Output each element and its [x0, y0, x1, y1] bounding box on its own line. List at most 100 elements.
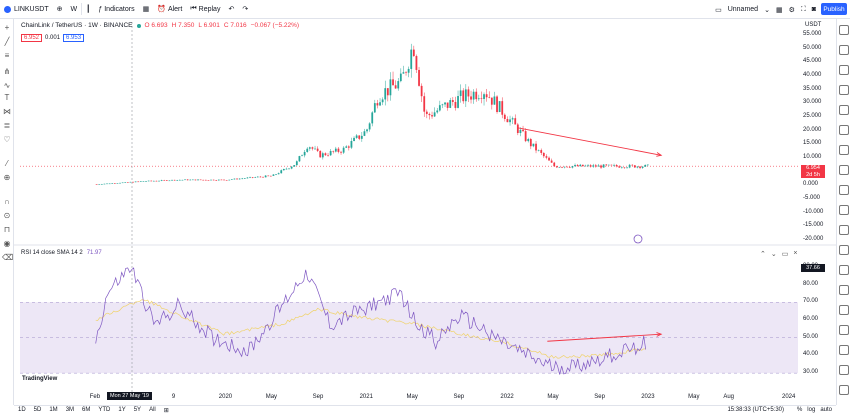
eye-icon[interactable]: ◉ [3, 239, 11, 248]
templates-button[interactable]: ▦ [139, 0, 154, 19]
candle [288, 168, 290, 170]
pane-move-down-icon[interactable]: ⌄ [770, 251, 777, 258]
range-button-6m[interactable]: 6M [82, 407, 91, 413]
percent-scale-toggle[interactable]: % [796, 407, 803, 413]
candle [145, 181, 147, 182]
range-button-1m[interactable]: 1M [49, 407, 58, 413]
interval-button[interactable]: W [67, 0, 82, 19]
pitchfork-icon[interactable]: ⋔ [3, 67, 11, 76]
undo-button[interactable]: ↶ [224, 0, 238, 19]
range-button-3m[interactable]: 3M [65, 407, 75, 413]
streams-icon[interactable] [839, 145, 849, 155]
sell-button[interactable]: 6.952 [21, 34, 43, 42]
data-window-icon[interactable] [839, 65, 849, 75]
order-panel-icon[interactable] [839, 205, 849, 215]
time-axis-label: Sep [594, 394, 605, 400]
candle [316, 148, 319, 151]
hotlists-icon[interactable] [839, 85, 849, 95]
dom-icon[interactable] [839, 225, 849, 235]
tradingview-logo[interactable]: TradingView [22, 376, 58, 382]
candle [241, 178, 244, 180]
symbol-search-button[interactable]: LINKUSDT [0, 5, 53, 13]
rsi-line [95, 267, 647, 375]
heart-icon[interactable]: ♡ [3, 135, 11, 144]
time-axis-label: Sep [453, 394, 465, 400]
trading-panel-icon[interactable] [839, 325, 849, 335]
horizontal-lines-icon[interactable]: ≡ [4, 51, 10, 60]
chat-icon[interactable] [839, 385, 849, 395]
log-scale-toggle[interactable]: log [807, 407, 816, 413]
gear-icon[interactable]: ⚙ [788, 6, 795, 14]
range-button-5y[interactable]: 5Y [133, 407, 142, 413]
magnet-icon[interactable]: ∩ [4, 197, 10, 206]
candle [527, 139, 530, 142]
fullscreen-icon[interactable]: ⛶ [800, 5, 806, 13]
range-button-5d[interactable]: 5D [33, 407, 42, 413]
stay-drawing-icon[interactable]: ⊙ [3, 211, 11, 220]
text-icon[interactable]: T [4, 93, 10, 102]
candle [581, 164, 584, 167]
screener-icon[interactable] [839, 265, 849, 275]
trash-icon[interactable]: ⌫ [2, 253, 14, 262]
currency-label[interactable]: USDT [805, 22, 822, 28]
zoom-icon[interactable]: ⊕ [3, 173, 11, 182]
candle [644, 164, 647, 167]
pine-editor-icon[interactable] [839, 285, 849, 295]
pane-maximize-icon[interactable]: ▭ [781, 251, 789, 258]
help-icon[interactable] [839, 245, 849, 255]
drawing-toolbar: + ╱ ≡ ⋔ ∿ T ⋈ ≣ ♡ ⁄ ⊕ ∩ ⊙ ⊓ ◉ ⌫ [0, 19, 14, 405]
candle [592, 165, 595, 167]
pane-close-icon[interactable]: × [793, 250, 798, 257]
path-icon[interactable]: ∿ [3, 81, 11, 90]
clock-timezone[interactable]: 15:38:33 (UTC+5:30) [727, 407, 784, 413]
publish-button[interactable]: Publish [821, 3, 847, 15]
ideas-icon[interactable] [839, 125, 849, 135]
alerts-panel-icon[interactable] [839, 45, 849, 55]
candle [243, 178, 246, 179]
trend-line-icon[interactable]: ╱ [4, 37, 10, 46]
replay-button[interactable]: ⏮ Replay [186, 0, 224, 19]
candle [280, 170, 283, 174]
redo-button[interactable]: ↷ [238, 0, 252, 19]
lock-icon[interactable]: ⊓ [3, 225, 11, 234]
grid-layout-icon[interactable]: ▦ [775, 6, 783, 14]
range-button-1d[interactable]: 1D [18, 407, 26, 413]
price-axis-label: 15.000 [803, 140, 822, 147]
candle [207, 180, 210, 181]
compare-button[interactable]: ⊕ [53, 0, 67, 19]
object-tree-icon[interactable] [839, 345, 849, 355]
layout-name[interactable]: Unnamed [727, 6, 759, 13]
candle [217, 179, 220, 181]
pattern-icon[interactable]: ⋈ [3, 107, 11, 116]
range-button-1y[interactable]: 1Y [118, 407, 126, 413]
buy-button[interactable]: 6.953 [63, 34, 85, 42]
indicators-button[interactable]: ƒ Indicators [94, 0, 138, 19]
candle [126, 182, 129, 183]
crosshair-icon[interactable]: + [4, 23, 10, 32]
watchlist-icon[interactable] [839, 25, 849, 35]
candle [168, 180, 171, 182]
strategy-tester-icon[interactable] [839, 305, 849, 315]
range-button-ytd[interactable]: YTD [98, 407, 111, 413]
news-icon[interactable] [839, 365, 849, 375]
candle [358, 135, 361, 139]
notifications-icon[interactable] [839, 185, 849, 195]
spread-value: 0.001 [45, 35, 61, 41]
camera-icon[interactable]: ◙ [811, 6, 816, 13]
forecast-icon[interactable]: ≣ [3, 121, 11, 130]
chart-type-button[interactable]: ┃ [82, 0, 94, 19]
candle [269, 175, 272, 177]
alert-button[interactable]: ⏰ Alert [153, 0, 186, 19]
auto-scale-toggle[interactable]: auto [820, 407, 832, 413]
chevron-down-icon[interactable]: ⌄ [764, 6, 770, 14]
ruler-icon[interactable]: ⁄ [6, 159, 8, 168]
candle [186, 179, 189, 181]
goto-date-icon[interactable]: ⊞ [163, 407, 169, 414]
calendar-icon[interactable] [839, 105, 849, 115]
replay-icon: ⏮ [190, 5, 197, 12]
range-button-all[interactable]: All [149, 407, 156, 413]
layout-icon[interactable]: ▭ [715, 6, 722, 14]
pane-move-up-icon[interactable]: ⌃ [760, 251, 766, 258]
chats-icon[interactable] [839, 165, 849, 175]
